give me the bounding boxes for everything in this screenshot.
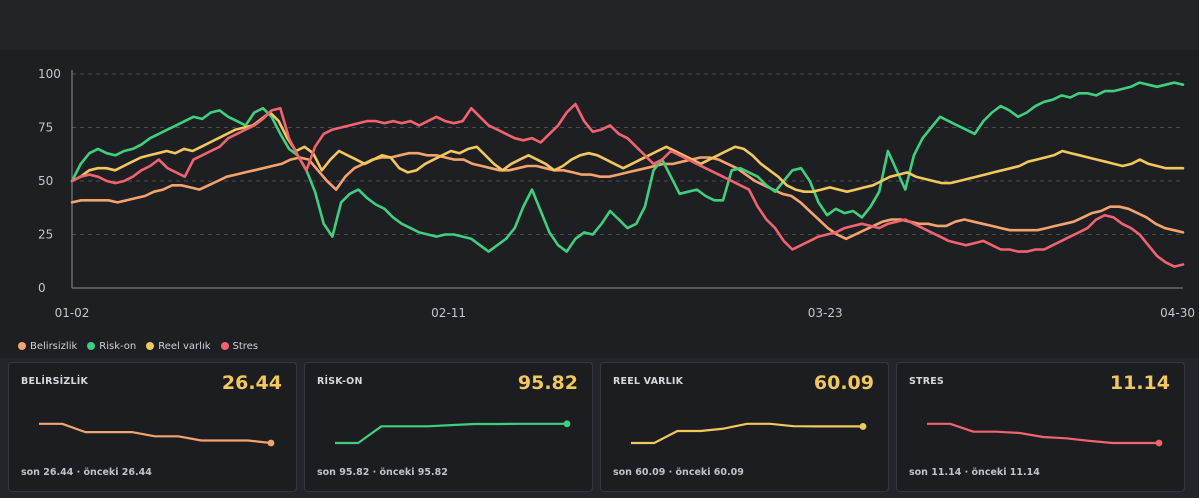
sparkline xyxy=(39,422,275,447)
x-tick-label: 04-30 xyxy=(1160,306,1195,320)
series-line-reel-varl-k xyxy=(70,111,1185,193)
series-line-risk-on xyxy=(70,81,1185,253)
card-footer: son 11.14 · önceki 11.14 xyxy=(909,467,1040,478)
card-title: BELİRSİZLİK xyxy=(21,376,89,387)
x-tick-label: 02-11 xyxy=(431,306,466,320)
series-line-stres xyxy=(70,102,1185,268)
legend-label-risk-on: Risk-on xyxy=(99,340,137,352)
legend-dot-stres xyxy=(220,342,229,350)
chart-panel: 0 25 50 75 100 01-02 02-11 03-23 04-30 xyxy=(0,50,1199,358)
card-value: 95.82 xyxy=(517,372,578,394)
legend-dot-reel-varlik xyxy=(146,342,155,350)
legend-item-stres[interactable]: Stres xyxy=(220,340,259,352)
sparkline-path xyxy=(927,422,1159,445)
legend-item-belirsizlik[interactable]: Belirsizlik xyxy=(18,341,77,352)
card-value: 26.44 xyxy=(221,372,282,394)
card-value: 11.14 xyxy=(1109,372,1170,394)
line-chart: 0 25 50 75 100 01-02 02-11 03-23 04-30 xyxy=(38,67,1195,320)
card-belirsizlik[interactable]: BELİRSİZLİK 26.44 son 26.44 · önceki 26.… xyxy=(8,362,297,492)
sparkline-path xyxy=(39,422,272,445)
x-tick-label: 03-23 xyxy=(808,306,843,320)
legend-dot-belirsizlik xyxy=(18,342,26,350)
series-line-belirsizlik xyxy=(70,151,1185,241)
sparkline-end-dot xyxy=(1155,439,1163,447)
card-value: 60.09 xyxy=(813,372,874,394)
top-bar xyxy=(0,0,1199,50)
card-stres[interactable]: STRES 11.14 son 11.14 · önceki 11.14 xyxy=(896,362,1185,492)
card-footer: son 26.44 · önceki 26.44 xyxy=(21,467,152,478)
sparkline xyxy=(631,422,867,445)
sparkline-path xyxy=(631,422,863,445)
card-footer: son 95.82 · önceki 95.82 xyxy=(317,467,448,478)
legend-dot-risk-on xyxy=(87,342,96,350)
card-title: REEL VARLIK xyxy=(613,376,684,387)
metric-cards: BELİRSİZLİK 26.44 son 26.44 · önceki 26.… xyxy=(0,362,1199,498)
sparkline-end-dot xyxy=(859,423,867,430)
y-tick-label: 50 xyxy=(38,174,53,188)
y-tick-label: 25 xyxy=(38,228,53,242)
y-tick-label: 75 xyxy=(38,121,53,135)
card-title: RİSK-ON xyxy=(317,376,363,387)
y-tick-label: 0 xyxy=(38,281,46,295)
card-reel-varlik[interactable]: REEL VARLIK 60.09 son 60.09 · önceki 60.… xyxy=(600,362,889,492)
sparkline xyxy=(335,420,571,445)
legend-item-risk-on[interactable]: Risk-on xyxy=(87,341,136,352)
sparkline-path xyxy=(335,422,567,445)
card-footer: son 60.09 · önceki 60.09 xyxy=(613,467,744,478)
legend-label-belirsizlik: Belirsizlik xyxy=(30,340,78,352)
x-tick-label: 01-02 xyxy=(55,306,90,320)
legend-label-reel-varlik: Reel varlık xyxy=(158,340,211,352)
card-title: STRES xyxy=(909,376,944,387)
card-risk-on[interactable]: RİSK-ON 95.82 son 95.82 · önceki 95.82 xyxy=(304,362,593,492)
sparkline-end-dot xyxy=(267,439,275,447)
y-tick-label: 100 xyxy=(38,67,61,81)
sparkline-end-dot xyxy=(563,420,571,428)
legend-label-stres: Stres xyxy=(232,340,259,352)
sparkline xyxy=(927,422,1163,447)
legend-item-reel-varlik[interactable]: Reel varlık xyxy=(146,340,211,352)
chart-legend: Belirsizlik Risk-on Reel varlık Stres xyxy=(18,338,258,354)
